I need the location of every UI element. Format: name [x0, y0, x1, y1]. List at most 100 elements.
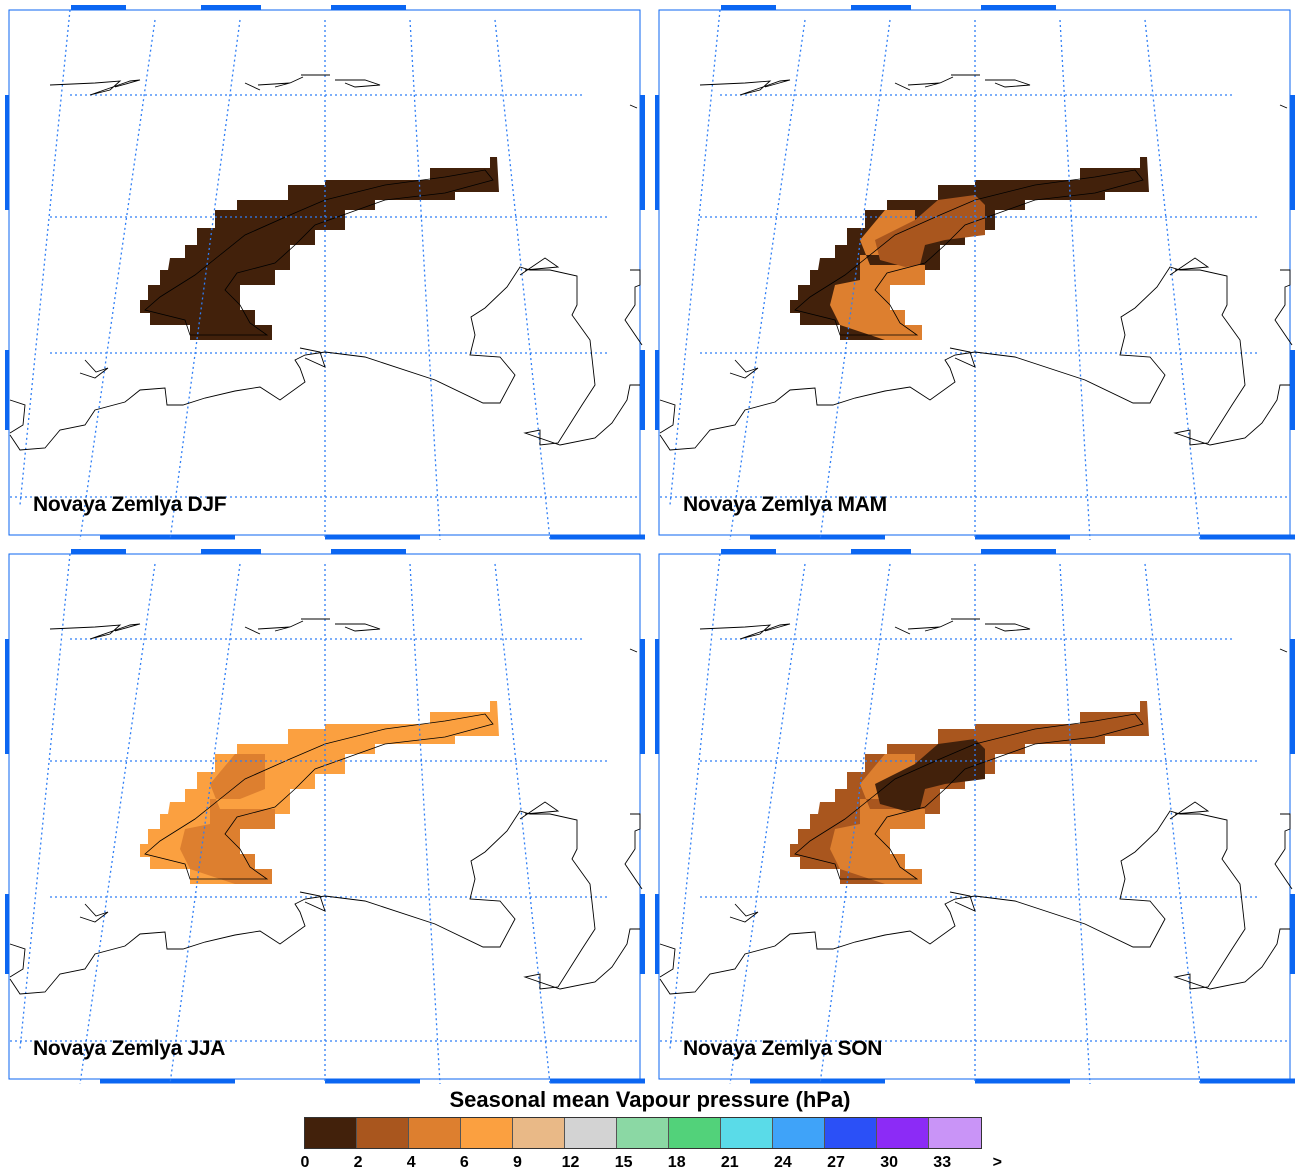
coastline	[1279, 648, 1288, 653]
coastline	[949, 347, 976, 368]
coastline	[289, 620, 304, 628]
coastline	[659, 943, 676, 978]
coastline	[1169, 257, 1210, 276]
coastline	[9, 266, 640, 451]
coastline-novaya-zemlya	[794, 713, 1144, 880]
longitude-gridline	[494, 563, 551, 1084]
coastline	[699, 79, 791, 96]
map-canvas	[5, 549, 645, 1084]
coastline	[907, 626, 941, 632]
coastline	[939, 76, 954, 84]
coastline	[729, 903, 759, 923]
coastline	[79, 359, 109, 379]
colorbar-tick-label: 6	[459, 1154, 469, 1171]
colorbar-swatch	[565, 1118, 617, 1148]
coastline	[289, 76, 304, 84]
coastline	[9, 810, 640, 995]
colorbar-tick-label: 33	[933, 1154, 952, 1171]
coastline	[1274, 269, 1293, 346]
coastline	[244, 626, 261, 635]
colorbar-tick-label: 15	[614, 1154, 633, 1171]
panel-title: Novaya Zemlya JJA	[33, 1037, 226, 1060]
coastline	[519, 257, 560, 276]
coastline	[1279, 104, 1288, 109]
panel-title: Novaya Zemlya SON	[683, 1037, 883, 1060]
coastline	[9, 399, 26, 434]
colorbar-tick-label: 18	[667, 1154, 686, 1171]
coastline	[257, 626, 291, 632]
colorbar-swatch	[617, 1118, 669, 1148]
coastline	[659, 810, 1290, 995]
coastline	[335, 79, 381, 88]
panel-title: Novaya Zemlya DJF	[33, 493, 227, 516]
longitude-gridline	[409, 19, 441, 540]
coastline	[699, 623, 791, 640]
vapour-pressure-patch	[875, 739, 985, 811]
map-canvas	[655, 5, 1295, 540]
colorbar-tick-label: 4	[406, 1154, 416, 1171]
colorbar-swatch	[461, 1118, 513, 1148]
colorbar-tick-label: 0	[300, 1154, 310, 1171]
colorbar-tick-label: 27	[827, 1154, 845, 1171]
vapour-pressure-patch	[875, 195, 985, 267]
colorbar-swatch	[773, 1118, 825, 1148]
coastline	[335, 623, 381, 632]
vapour-pressure-field	[140, 157, 499, 340]
coastline	[1169, 801, 1210, 820]
map-panel-djf: Novaya Zemlya DJF	[5, 5, 645, 540]
map-canvas	[5, 5, 645, 540]
coastline	[519, 801, 560, 820]
colorbar-swatch	[877, 1118, 929, 1148]
longitude-gridline	[79, 19, 156, 540]
colorbar	[304, 1117, 982, 1149]
colorbar-swatch	[929, 1118, 981, 1148]
colorbar-swatch	[669, 1118, 721, 1148]
colorbar-swatch	[305, 1118, 357, 1148]
coastline	[49, 623, 141, 640]
colorbar-swatch	[513, 1118, 565, 1148]
colorbar-swatch	[721, 1118, 773, 1148]
coastline	[299, 347, 326, 368]
coastline	[624, 813, 643, 890]
coastline	[629, 648, 638, 653]
colorbar-swatch	[409, 1118, 461, 1148]
longitude-gridline	[409, 563, 441, 1084]
longitude-gridline	[1144, 19, 1201, 540]
coastline	[624, 269, 643, 346]
coastline-novaya-zemlya	[144, 713, 494, 880]
colorbar-tick-label: 30	[880, 1154, 898, 1171]
longitude-gridline	[1144, 563, 1201, 1084]
coastline	[939, 620, 954, 628]
coastline	[729, 359, 759, 379]
coastline	[629, 104, 638, 109]
longitude-gridline	[79, 563, 156, 1084]
panel-title: Novaya Zemlya MAM	[683, 493, 887, 516]
longitude-gridline	[1059, 563, 1091, 1084]
colorbar-tick-label: 24	[773, 1154, 792, 1171]
map-panel-son: Novaya Zemlya SON	[655, 549, 1295, 1084]
coastline-novaya-zemlya	[794, 169, 1144, 336]
colorbar-tick-label: 12	[561, 1154, 580, 1171]
coastline	[894, 626, 911, 635]
colorbar-tick-label: >	[992, 1154, 1002, 1171]
colorbar-tick-label: 9	[512, 1154, 522, 1171]
longitude-gridline	[729, 563, 806, 1084]
coastline	[659, 399, 676, 434]
coastline	[907, 82, 941, 88]
colorbar-swatch	[357, 1118, 409, 1148]
colorbar-tick-label: 2	[353, 1154, 363, 1171]
longitude-gridline	[494, 19, 551, 540]
coastline	[49, 79, 141, 96]
longitude-gridline	[1059, 19, 1091, 540]
coastline-novaya-zemlya	[144, 169, 494, 336]
map-panel-jja: Novaya Zemlya JJA	[5, 549, 645, 1084]
coastline	[894, 82, 911, 91]
coastline	[985, 623, 1031, 632]
coastline	[949, 891, 976, 912]
longitude-gridline	[729, 19, 806, 540]
coastline	[79, 903, 109, 923]
coastline	[985, 79, 1031, 88]
coastline	[9, 943, 26, 978]
coastline	[257, 82, 291, 88]
map-canvas	[655, 549, 1295, 1084]
